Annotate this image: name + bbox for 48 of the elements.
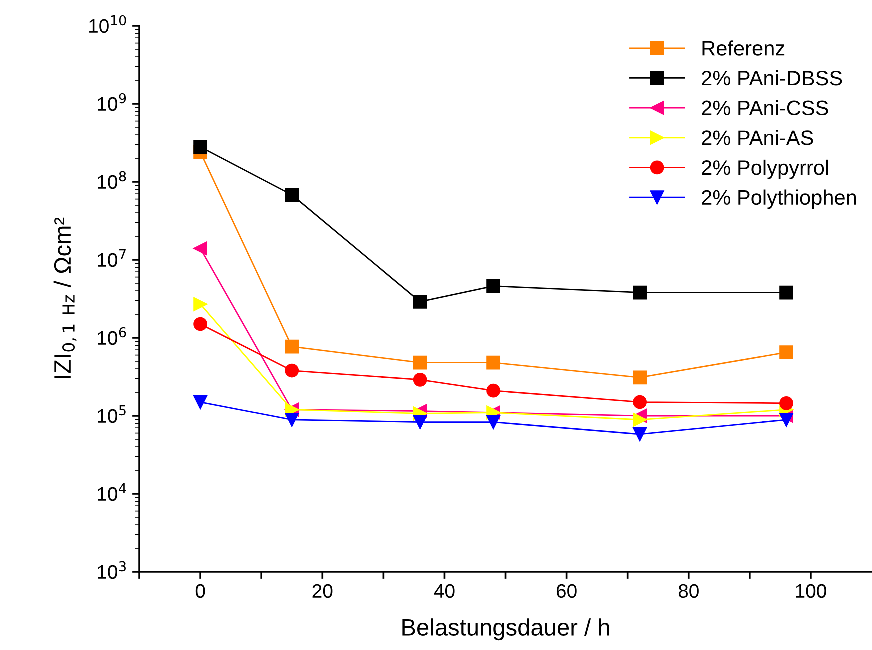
legend-label: Referenz [702,40,785,56]
y-axis-title: IZI$_{0,1 Hz}$ / Ωcm² [54,218,77,378]
point [285,340,300,354]
point [194,242,208,256]
y-tick-label: 10$^{7}$ [98,250,126,268]
legend-label: 2% Polypyrrol [702,160,828,180]
x-tick-label: 80 [678,584,699,598]
x-axis-title: Belastungsdauer / h [402,618,610,641]
point [780,286,794,300]
point [194,317,208,332]
point [285,188,300,202]
legend-label: 2% PAni-CSS [702,100,828,116]
legend-label: 2% PAni-AS [702,130,814,146]
y-tick-label: 10$^{6}$ [98,327,126,346]
y-tick-label: 10$^{8}$ [98,171,126,190]
x-tick-label: 60 [556,584,577,598]
point [486,415,500,430]
x-tick-label: 0 [196,584,206,598]
point [633,428,647,442]
point [486,384,500,398]
x-tick-label: 20 [312,584,333,598]
x-tick-label: 40 [434,584,455,598]
point [780,346,794,360]
point [194,297,208,312]
y-tick-label: 10$^{3}$ [98,561,126,580]
y-tick-label: 10$^{5}$ [98,406,126,424]
legend-label: 2% Polythiophen [702,190,856,210]
y-tick-label: 10$^{9}$ [98,93,126,112]
x-tick-label: 100 [796,584,826,598]
point [413,294,428,309]
point [780,396,794,410]
point [285,364,300,378]
point [633,370,647,385]
y-tick-label: 10$^{10}$ [90,15,126,34]
point [780,413,794,427]
point [194,140,208,154]
point [413,372,428,387]
point [194,395,208,410]
point [413,415,428,430]
point [486,279,500,294]
point [486,356,500,370]
legend-label: 2% PAni-DBSS [702,70,842,86]
point [633,395,647,410]
y-tick-label: 10$^{4}$ [98,484,126,502]
point [633,413,647,427]
point [633,286,647,300]
point [413,356,428,370]
point [285,413,300,427]
